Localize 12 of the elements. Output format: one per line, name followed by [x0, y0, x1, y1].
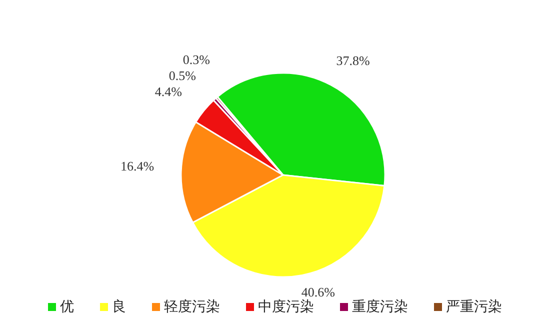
legend-label: 中度污染	[257, 298, 314, 316]
data-label: 0.5%	[168, 68, 196, 84]
legend-label: 重度污染	[351, 298, 408, 316]
data-label: 4.4%	[154, 84, 182, 100]
legend-label: 良	[111, 298, 126, 316]
legend-label: 严重污染	[445, 298, 502, 316]
data-label: 37.8%	[336, 53, 370, 68]
legend-label: 优	[59, 298, 74, 316]
data-label: 16.4%	[120, 158, 154, 174]
legend-label: 轻度污染	[163, 298, 220, 316]
data-label: 40.6%	[301, 284, 336, 300]
data-label: 0.3%	[182, 52, 210, 68]
